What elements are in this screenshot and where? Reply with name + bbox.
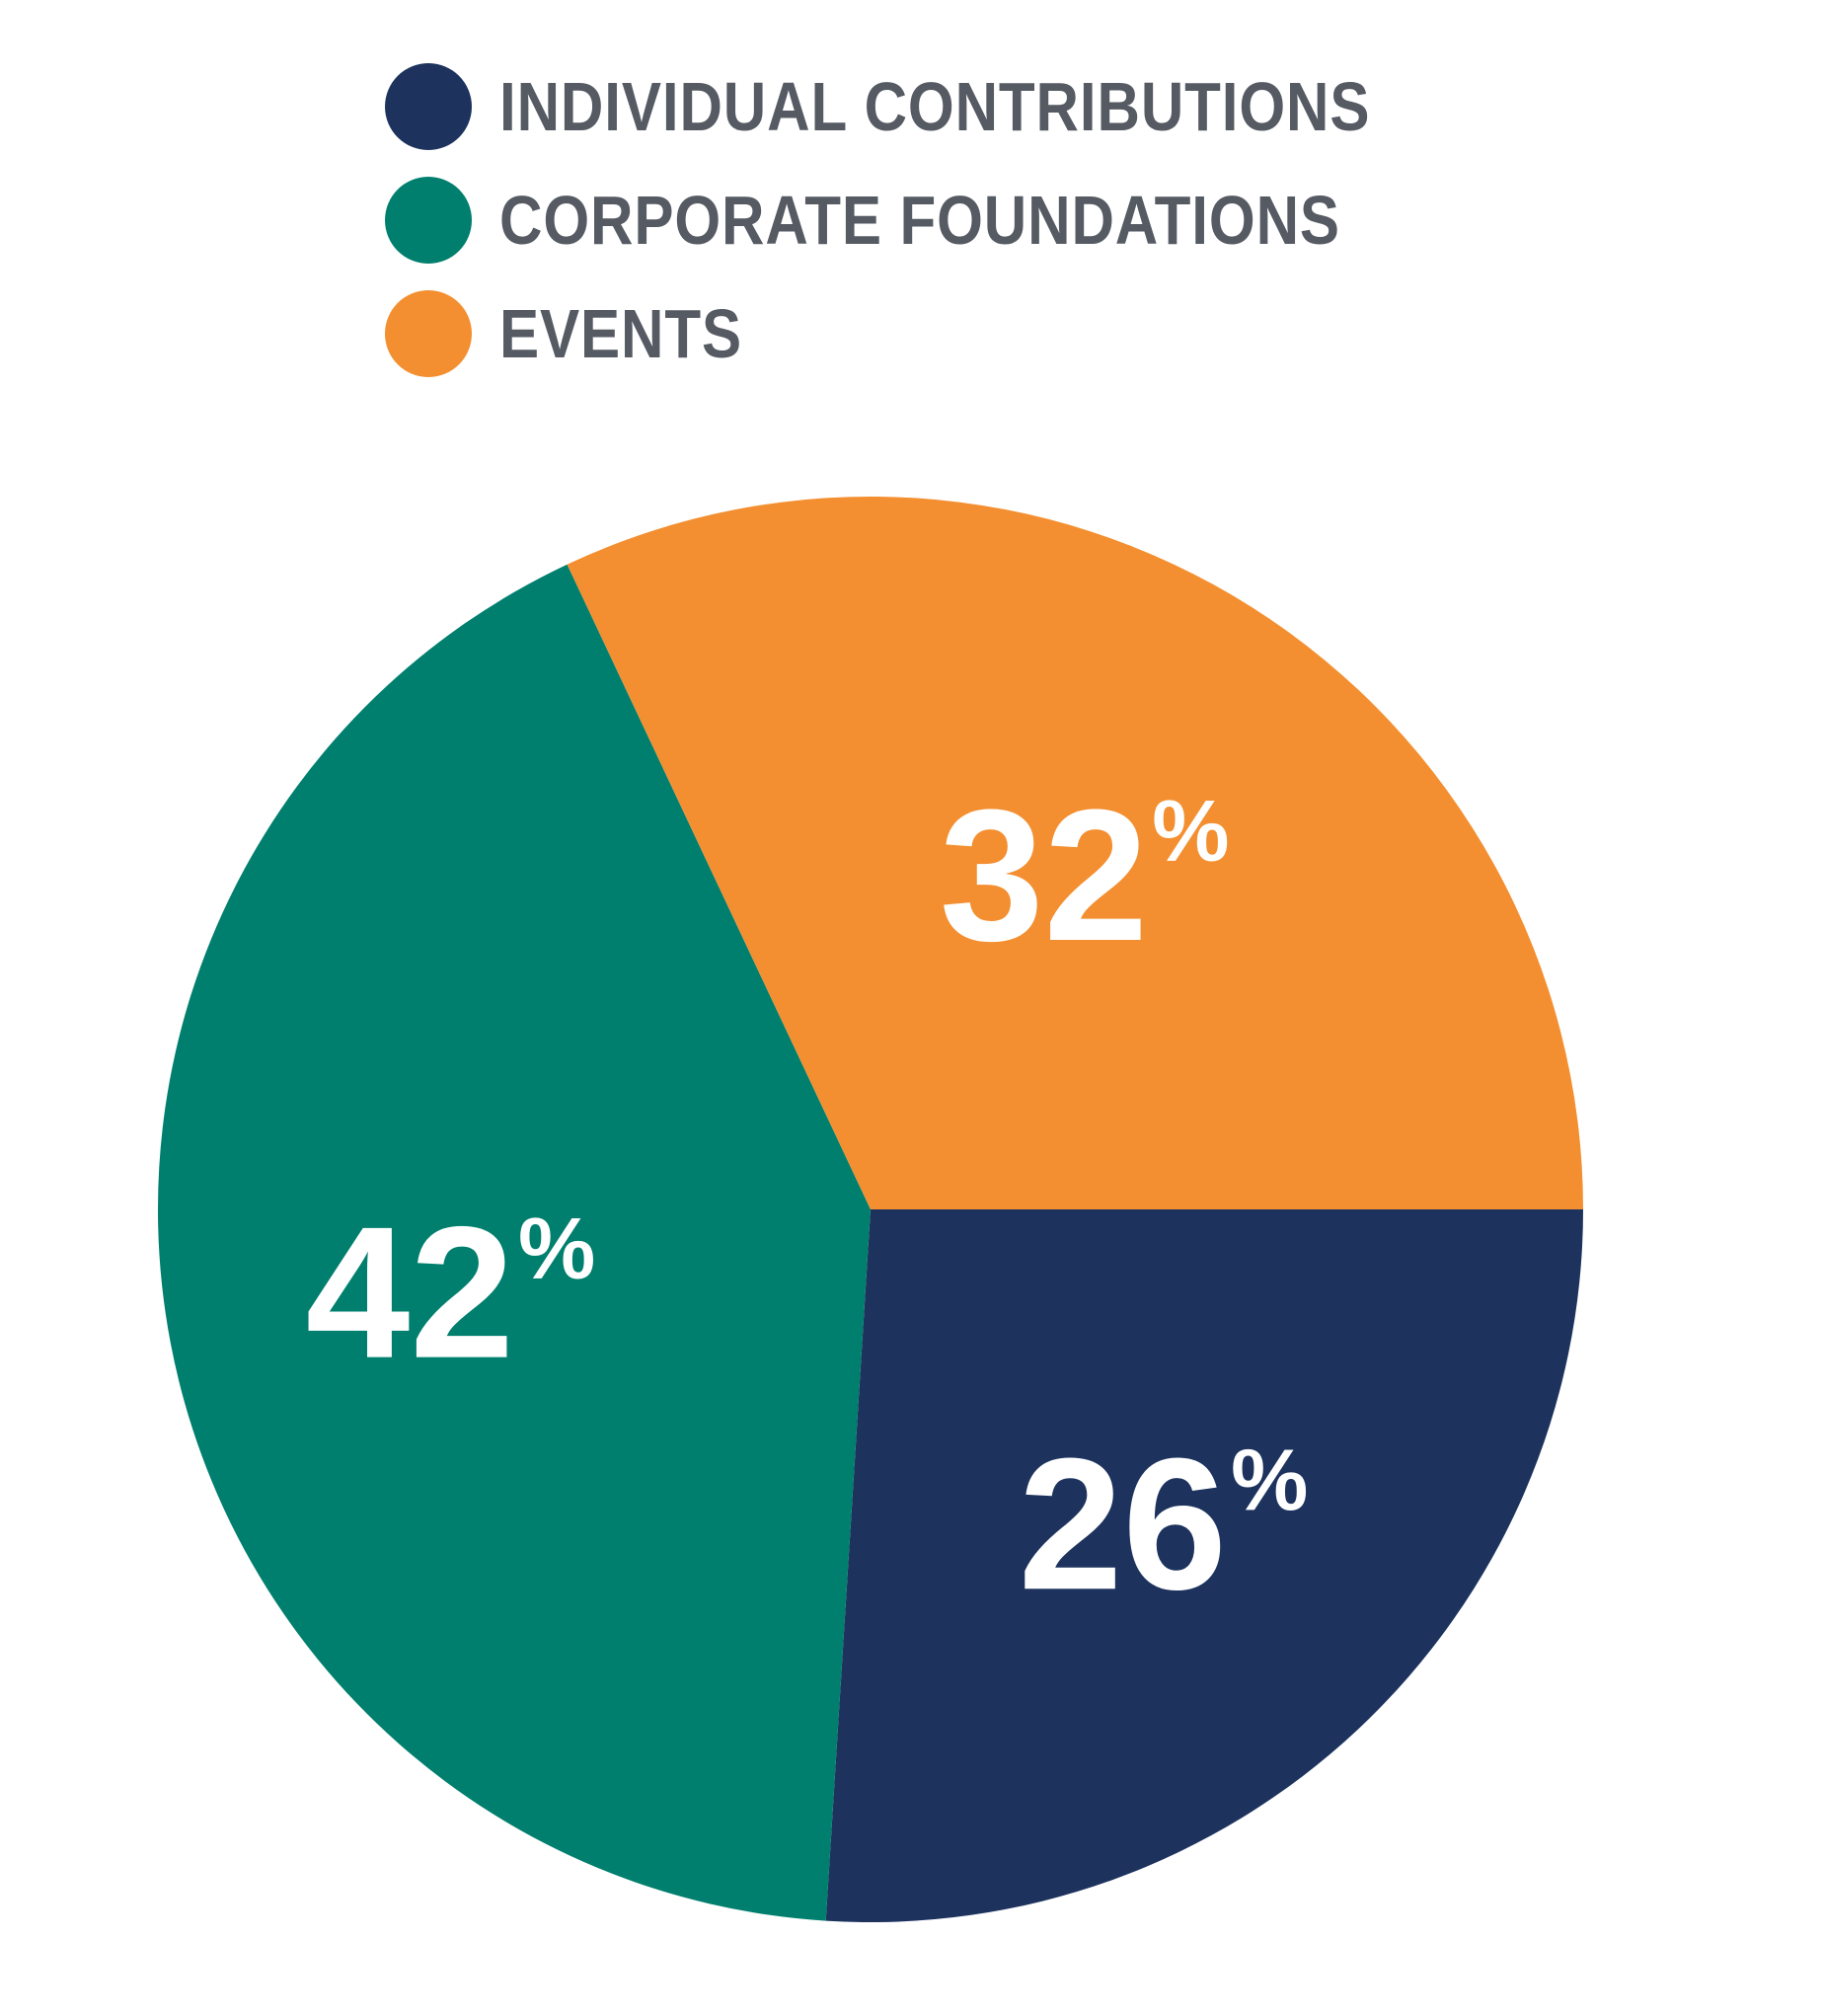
chart-legend: INDIVIDUAL CONTRIBUTIONS CORPORATE FOUND… bbox=[385, 49, 1512, 390]
pie-label-individual-contributions: 26% bbox=[1019, 1420, 1309, 1629]
legend-item-individual-contributions: INDIVIDUAL CONTRIBUTIONS bbox=[385, 49, 1512, 163]
legend-item-corporate-foundations: CORPORATE FOUNDATIONS bbox=[385, 163, 1512, 276]
legend-item-events: EVENTS bbox=[385, 276, 1512, 390]
legend-label-corporate-foundations: CORPORATE FOUNDATIONS bbox=[499, 181, 1340, 259]
legend-label-individual-contributions: INDIVIDUAL CONTRIBUTIONS bbox=[499, 67, 1371, 145]
pie-slice-labels: 26% 42% 32% bbox=[306, 771, 1309, 1629]
pie-slice-individual-contributions bbox=[825, 1209, 1583, 1922]
legend-swatch-individual-contributions bbox=[385, 62, 472, 150]
legend-label-events: EVENTS bbox=[499, 294, 743, 372]
legend-swatch-corporate-foundations bbox=[385, 176, 472, 264]
pie-slices bbox=[157, 497, 1583, 1922]
pie-label-corporate-foundations: 42% bbox=[306, 1189, 596, 1398]
legend-swatch-events bbox=[385, 289, 472, 377]
pie-slice-events bbox=[567, 497, 1583, 1209]
pie-label-events: 32% bbox=[940, 771, 1230, 980]
pie-slice-corporate-foundations bbox=[157, 564, 871, 1921]
